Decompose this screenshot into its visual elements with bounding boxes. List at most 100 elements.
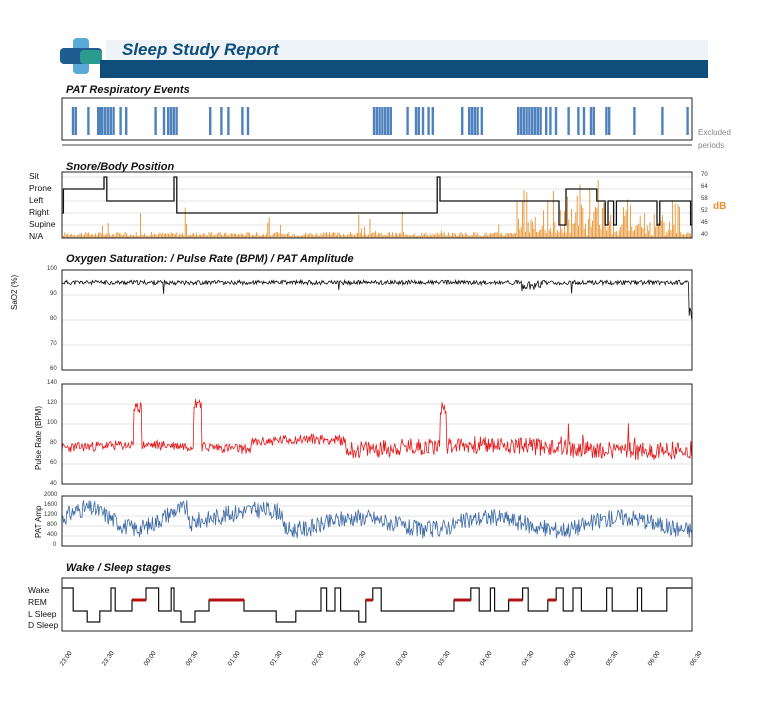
stage-label-light: L Sleep bbox=[28, 609, 57, 619]
respiratory-event-bar bbox=[125, 107, 128, 135]
panel-frame bbox=[61, 383, 693, 485]
db-unit-label: dB bbox=[713, 201, 727, 212]
position-label-left: Left bbox=[29, 195, 44, 205]
pulse-series-line bbox=[61, 398, 692, 461]
spo2-axis-label: SaO2 (%) bbox=[10, 274, 19, 310]
time-axis-tick-label: 01:00 bbox=[226, 650, 242, 668]
sleep-stages-title: Wake / Sleep stages bbox=[66, 562, 171, 574]
respiratory-event-bar bbox=[589, 107, 593, 135]
respiratory-event-bar bbox=[154, 107, 157, 135]
pat-tick-0: 0 bbox=[53, 542, 57, 548]
time-axis-tick-label: 06:30 bbox=[688, 650, 704, 668]
respiratory-event-bar bbox=[522, 107, 525, 135]
time-axis-tick-label: 03:00 bbox=[394, 650, 410, 668]
respiratory-event-bar bbox=[608, 107, 611, 135]
panel-frame bbox=[61, 495, 693, 547]
respiratory-event-bar bbox=[686, 107, 689, 135]
respiratory-event-bar bbox=[567, 107, 570, 135]
respiratory-event-bar bbox=[431, 107, 434, 135]
respiratory-event-bar bbox=[536, 107, 539, 135]
time-axis-tick-label: 04:30 bbox=[520, 650, 536, 668]
pulse-axis-label: Pulse Rate (BPM) bbox=[34, 405, 43, 470]
title-banner-light bbox=[106, 40, 708, 60]
spo2-chart bbox=[61, 269, 693, 371]
pulse-tick-80: 80 bbox=[50, 440, 57, 446]
db-tick-52: 52 bbox=[701, 208, 708, 214]
respiratory-event-bar bbox=[517, 107, 520, 135]
title-banner-dark bbox=[100, 60, 708, 78]
spo2-tick-80: 80 bbox=[50, 316, 57, 322]
respiratory-event-bar bbox=[119, 107, 122, 135]
pat-tick-2000: 2000 bbox=[44, 492, 58, 498]
respiratory-event-bar bbox=[549, 107, 552, 135]
respiratory-event-bar bbox=[175, 107, 178, 135]
respiratory-event-bar bbox=[372, 107, 376, 135]
respiratory-event-bar bbox=[519, 107, 523, 135]
pat-axis-label: PAT Amp bbox=[34, 505, 43, 538]
pulse-tick-40: 40 bbox=[50, 481, 57, 487]
time-axis-tick-label: 05:30 bbox=[604, 650, 620, 668]
respiratory-event-bar bbox=[417, 107, 420, 135]
position-label-right: Right bbox=[29, 207, 49, 217]
respiratory-event-bar bbox=[162, 107, 166, 135]
snore-position-chart bbox=[61, 171, 693, 239]
respiratory-event-bar bbox=[525, 107, 528, 135]
pulse-tick-60: 60 bbox=[50, 460, 57, 466]
pat-tick-400: 400 bbox=[47, 532, 58, 538]
db-tick-40: 40 bbox=[701, 232, 708, 238]
panel-frame bbox=[61, 577, 693, 632]
respiratory-event-bar bbox=[112, 107, 115, 135]
db-tick-46: 46 bbox=[701, 220, 708, 226]
respiratory-event-bar bbox=[109, 107, 112, 135]
report-header: Sleep Study Report bbox=[60, 38, 708, 80]
respiratory-event-bar bbox=[101, 107, 104, 135]
respiratory-event-bar bbox=[539, 107, 542, 135]
respiratory-event-bar bbox=[384, 107, 387, 135]
db-tick-58: 58 bbox=[701, 196, 708, 202]
db-tick-64: 64 bbox=[701, 184, 708, 190]
respiratory-event-bar bbox=[104, 107, 107, 135]
respiratory-event-bar bbox=[531, 107, 534, 135]
sleep-stages-chart bbox=[61, 577, 693, 632]
time-axis-tick-label: 02:00 bbox=[310, 650, 326, 668]
pulse-tick-140: 140 bbox=[47, 380, 58, 386]
respiratory-event-bar bbox=[167, 107, 170, 135]
respiratory-event-bar bbox=[378, 107, 381, 135]
respiratory-event-bar bbox=[209, 107, 212, 135]
respiratory-event-bar bbox=[582, 107, 586, 135]
pat-amplitude-chart bbox=[61, 495, 693, 547]
respiratory-event-bar bbox=[220, 107, 223, 135]
time-axis-tick-label: 23:00 bbox=[58, 650, 74, 668]
respiratory-event-bar bbox=[480, 107, 483, 135]
stage-label-rem: REM bbox=[28, 597, 47, 607]
panel-frame bbox=[61, 171, 693, 239]
spo2-series-line bbox=[61, 278, 692, 320]
respiratory-event-bar bbox=[406, 107, 409, 135]
respiratory-event-bar bbox=[87, 107, 90, 135]
time-axis-tick-label: 00:00 bbox=[142, 650, 158, 668]
pat-tick-1200: 1200 bbox=[44, 512, 58, 518]
respiratory-event-bar bbox=[381, 107, 384, 135]
respiratory-event-bar bbox=[386, 107, 390, 135]
sleep-stage-line bbox=[62, 587, 692, 623]
excluded-label: Excluded bbox=[698, 128, 731, 137]
respiratory-event-bar bbox=[169, 107, 173, 135]
spo2-tick-100: 100 bbox=[47, 266, 58, 272]
spo2-tick-60: 60 bbox=[50, 366, 57, 372]
stage-label-deep: D Sleep bbox=[28, 620, 59, 630]
respiratory-event-bar bbox=[99, 107, 103, 135]
respiratory-event-bar bbox=[246, 107, 250, 135]
respiratory-event-bar bbox=[172, 107, 175, 135]
panel-frame bbox=[61, 269, 693, 371]
body-position-line bbox=[62, 176, 692, 226]
position-label-supine: Supine bbox=[29, 219, 56, 229]
pat-tick-800: 800 bbox=[47, 522, 58, 528]
pulse-tick-100: 100 bbox=[47, 420, 58, 426]
periods-label: periods bbox=[698, 141, 725, 150]
stage-label-wake: Wake bbox=[28, 585, 50, 595]
respiratory-event-bar bbox=[470, 107, 474, 135]
respiratory-event-bar bbox=[375, 107, 378, 135]
respiratory-event-bar bbox=[533, 107, 537, 135]
pat-series-line bbox=[61, 499, 692, 539]
position-label-prone: Prone bbox=[29, 183, 52, 193]
